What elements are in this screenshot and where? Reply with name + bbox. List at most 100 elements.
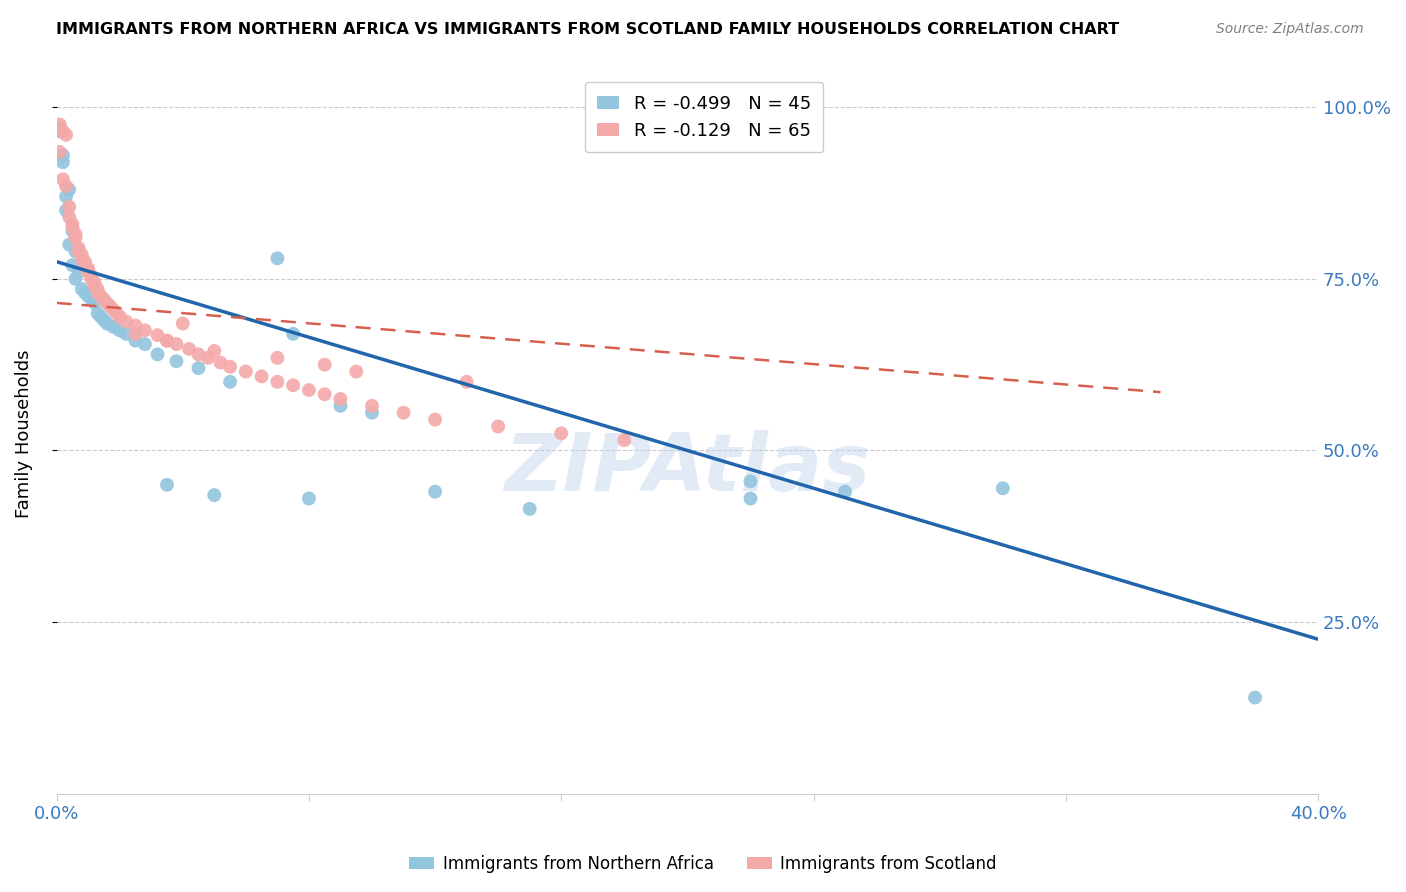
- Point: [60, 220, 83, 235]
- Point: [298, 383, 321, 397]
- Point: [49, 145, 72, 159]
- Point: [235, 365, 257, 379]
- Point: [58, 200, 80, 214]
- Point: [115, 314, 138, 328]
- Point: [361, 406, 384, 420]
- Point: [55, 203, 77, 218]
- Point: [202, 343, 225, 358]
- Point: [55, 179, 77, 194]
- Point: [281, 326, 304, 341]
- Text: IMMIGRANTS FROM NORTHERN AFRICA VS IMMIGRANTS FROM SCOTLAND FAMILY HOUSEHOLDS CO: IMMIGRANTS FROM NORTHERN AFRICA VS IMMIG…: [56, 22, 1119, 37]
- Point: [86, 285, 108, 300]
- Point: [58, 237, 80, 252]
- Point: [60, 258, 83, 272]
- Point: [58, 183, 80, 197]
- Point: [146, 328, 169, 343]
- Point: [70, 282, 93, 296]
- Point: [197, 351, 219, 365]
- Point: [52, 172, 75, 186]
- Point: [96, 317, 118, 331]
- Legend: Immigrants from Northern Africa, Immigrants from Scotland: Immigrants from Northern Africa, Immigra…: [402, 848, 1004, 880]
- Point: [103, 320, 125, 334]
- Point: [65, 272, 87, 286]
- Point: [70, 252, 93, 266]
- Point: [613, 433, 636, 447]
- Point: [80, 268, 103, 283]
- Point: [83, 296, 105, 310]
- Point: [202, 488, 225, 502]
- Point: [314, 358, 336, 372]
- Point: [93, 293, 115, 307]
- Point: [124, 318, 146, 333]
- Point: [281, 378, 304, 392]
- Legend: R = -0.499   N = 45, R = -0.129   N = 65: R = -0.499 N = 45, R = -0.129 N = 65: [585, 82, 824, 153]
- Point: [187, 347, 209, 361]
- Point: [98, 299, 121, 313]
- Point: [423, 412, 446, 426]
- Point: [67, 241, 90, 255]
- Point: [55, 128, 77, 142]
- Point: [219, 359, 242, 374]
- Point: [77, 265, 100, 279]
- Point: [219, 375, 242, 389]
- Point: [73, 285, 96, 300]
- Point: [266, 351, 288, 365]
- Point: [209, 356, 232, 370]
- Point: [96, 296, 118, 310]
- Point: [103, 302, 125, 317]
- Point: [49, 124, 72, 138]
- Y-axis label: Family Households: Family Households: [15, 349, 32, 517]
- Point: [187, 361, 209, 376]
- Point: [52, 124, 75, 138]
- Point: [314, 387, 336, 401]
- Point: [60, 217, 83, 231]
- Point: [49, 118, 72, 132]
- Point: [486, 419, 509, 434]
- Point: [146, 347, 169, 361]
- Point: [250, 369, 273, 384]
- Point: [115, 326, 138, 341]
- Point: [134, 337, 156, 351]
- Point: [456, 375, 478, 389]
- Point: [361, 399, 384, 413]
- Point: [93, 313, 115, 327]
- Point: [156, 334, 179, 348]
- Point: [329, 399, 352, 413]
- Point: [124, 326, 146, 341]
- Point: [73, 254, 96, 268]
- Point: [1244, 690, 1267, 705]
- Point: [108, 310, 131, 324]
- Point: [423, 484, 446, 499]
- Point: [344, 365, 367, 379]
- Point: [740, 475, 762, 489]
- Point: [392, 406, 415, 420]
- Point: [298, 491, 321, 506]
- Point: [134, 323, 156, 337]
- Point: [73, 258, 96, 272]
- Point: [70, 248, 93, 262]
- Point: [550, 426, 572, 441]
- Point: [67, 265, 90, 279]
- Point: [52, 148, 75, 162]
- Point: [266, 375, 288, 389]
- Point: [740, 491, 762, 506]
- Point: [77, 261, 100, 276]
- Point: [83, 278, 105, 293]
- Point: [90, 289, 112, 303]
- Point: [60, 224, 83, 238]
- Point: [49, 120, 72, 135]
- Point: [65, 227, 87, 242]
- Point: [52, 155, 75, 169]
- Point: [77, 289, 100, 303]
- Point: [834, 484, 856, 499]
- Point: [124, 334, 146, 348]
- Point: [86, 306, 108, 320]
- Point: [266, 252, 288, 266]
- Point: [156, 478, 179, 492]
- Point: [329, 392, 352, 406]
- Text: ZIPAtlas: ZIPAtlas: [505, 430, 870, 508]
- Point: [991, 481, 1014, 495]
- Point: [156, 334, 179, 348]
- Point: [67, 244, 90, 259]
- Point: [519, 501, 541, 516]
